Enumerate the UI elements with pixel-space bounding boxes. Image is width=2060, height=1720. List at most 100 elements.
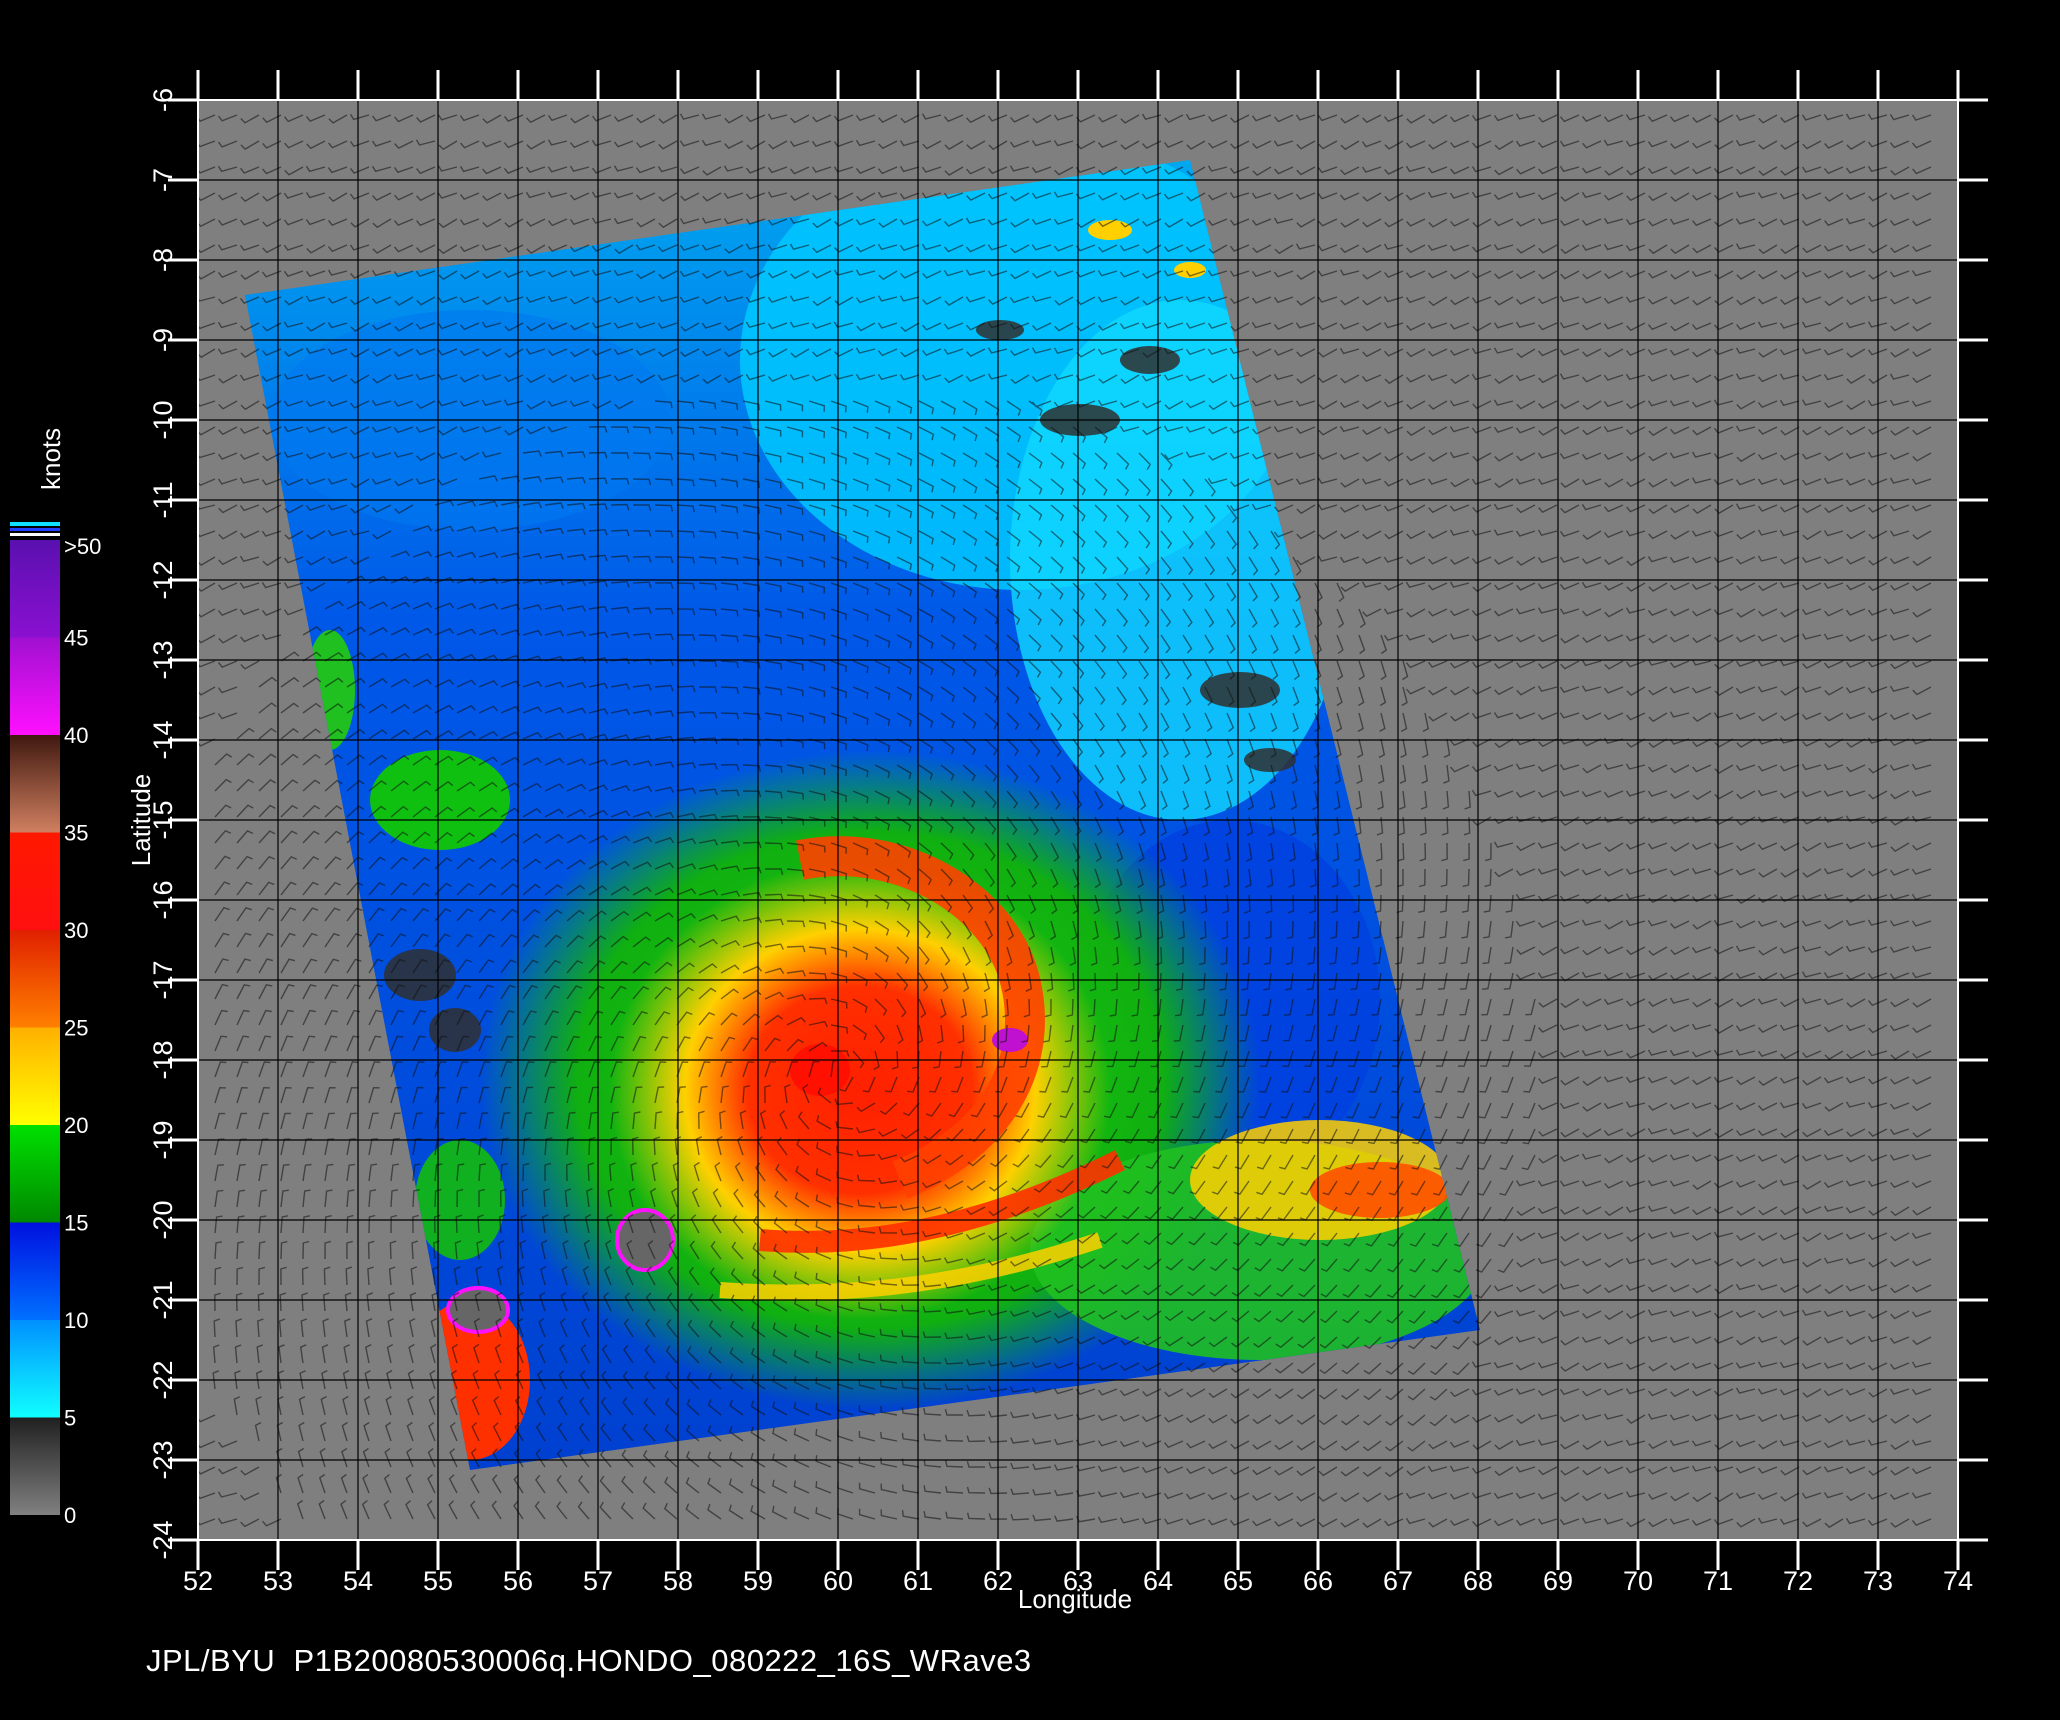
wind-barb (1327, 998, 1338, 1016)
wind-barb (1582, 738, 1602, 747)
wind-barb (1028, 556, 1043, 574)
colorbar-band (10, 540, 60, 638)
wind-barb (302, 1163, 312, 1182)
wind-barb (350, 322, 370, 332)
wind-barb (1868, 374, 1888, 384)
wind-barb (1202, 842, 1210, 863)
wind-barb (1537, 478, 1558, 485)
wind-barb (745, 321, 766, 329)
wind-barb (1031, 400, 1052, 408)
wind-barb (1453, 1284, 1470, 1299)
wind-barb (1845, 686, 1866, 694)
wind-barb (305, 373, 326, 381)
wind-barb (280, 728, 299, 740)
wind-barb (658, 140, 678, 150)
wind-barb (570, 114, 590, 124)
wind-barb (1802, 244, 1822, 254)
wind-barb (1041, 1050, 1052, 1068)
wind-barb (1387, 1232, 1404, 1247)
wind-barb (1845, 608, 1866, 616)
wind-barb (1868, 1414, 1888, 1424)
wind-barb (984, 920, 994, 940)
wind-barb (1284, 998, 1294, 1016)
wind-barb (262, 504, 282, 514)
wind-barb (525, 270, 546, 277)
wind-barb (1142, 296, 1162, 306)
wind-barb (1736, 530, 1756, 540)
wind-barb (896, 1024, 904, 1045)
wind-barb (1401, 686, 1408, 707)
wind-barb (1320, 1258, 1338, 1273)
wind-barb (477, 1214, 484, 1234)
wind-barb (1273, 217, 1294, 224)
wind-barb (305, 218, 326, 226)
wind-barb (1413, 1076, 1426, 1093)
wind-barb (535, 1422, 546, 1442)
wind-barb (1204, 712, 1213, 732)
wind-barb (1669, 400, 1690, 407)
wind-barb (1691, 1102, 1712, 1109)
wind-barb (1912, 166, 1932, 175)
wind-barb (1757, 529, 1778, 536)
wind-barb (544, 604, 565, 612)
wind-barb (679, 166, 700, 175)
wind-barb (679, 140, 700, 147)
wind-barb (327, 529, 348, 537)
wind-barb (874, 400, 891, 414)
wind-barb (1006, 426, 1022, 443)
wind-barb (1317, 504, 1338, 511)
wind-barb (815, 1507, 832, 1520)
wind-barb (1304, 1050, 1316, 1068)
wind-barb (1307, 946, 1316, 965)
colorbar-title: knots (36, 428, 66, 490)
wind-barb (1274, 166, 1294, 175)
wind-barb (1867, 400, 1888, 407)
wind-barb (922, 218, 942, 227)
wind-barb (973, 1076, 986, 1093)
wind-barb (731, 1241, 744, 1260)
wind-barb (720, 478, 739, 488)
wind-barb (591, 373, 612, 381)
wind-barb (1500, 1128, 1514, 1145)
wind-barb (1471, 608, 1492, 617)
wind-barb (1436, 1024, 1448, 1042)
wind-barb (1031, 166, 1052, 174)
wind-barb (1581, 1153, 1602, 1160)
wind-barb (1387, 1258, 1404, 1273)
wind-barb (724, 348, 744, 358)
wind-barb (1823, 1257, 1844, 1264)
wind-barb (324, 1163, 334, 1182)
wind-barb (698, 839, 719, 846)
wind-barb (328, 296, 348, 304)
wind-barb (456, 781, 476, 792)
wind-barb (620, 1502, 634, 1520)
wind-barb (689, 1240, 700, 1260)
wind-barb (1670, 1284, 1690, 1293)
wind-barb (1044, 998, 1052, 1018)
wind-barb (1757, 764, 1778, 772)
wind-barb (1298, 1284, 1316, 1298)
wind-barb (478, 1035, 492, 1052)
wind-barb (962, 712, 977, 729)
wind-barb (613, 296, 634, 304)
wind-barb (944, 1206, 964, 1215)
wind-barb (1801, 374, 1822, 382)
wind-barb (1221, 920, 1229, 940)
wind-barb (1405, 581, 1426, 589)
wind-barb (1006, 400, 1022, 416)
wind-barb (258, 958, 273, 974)
wind-barb (1210, 1232, 1228, 1246)
wind-barb (1010, 218, 1030, 228)
wind-barb (1066, 998, 1074, 1018)
wind-barb (1824, 1518, 1844, 1529)
wind-barb (1823, 998, 1844, 1006)
wind-barb (1296, 1518, 1316, 1528)
wind-barb (1462, 868, 1470, 888)
wind-barb (371, 452, 392, 459)
wind-barb (635, 348, 656, 356)
wind-barb (450, 1395, 458, 1416)
wind-barb (830, 530, 847, 543)
wind-barb (283, 373, 304, 380)
wind-barb (874, 790, 890, 805)
wind-barb (658, 348, 678, 358)
